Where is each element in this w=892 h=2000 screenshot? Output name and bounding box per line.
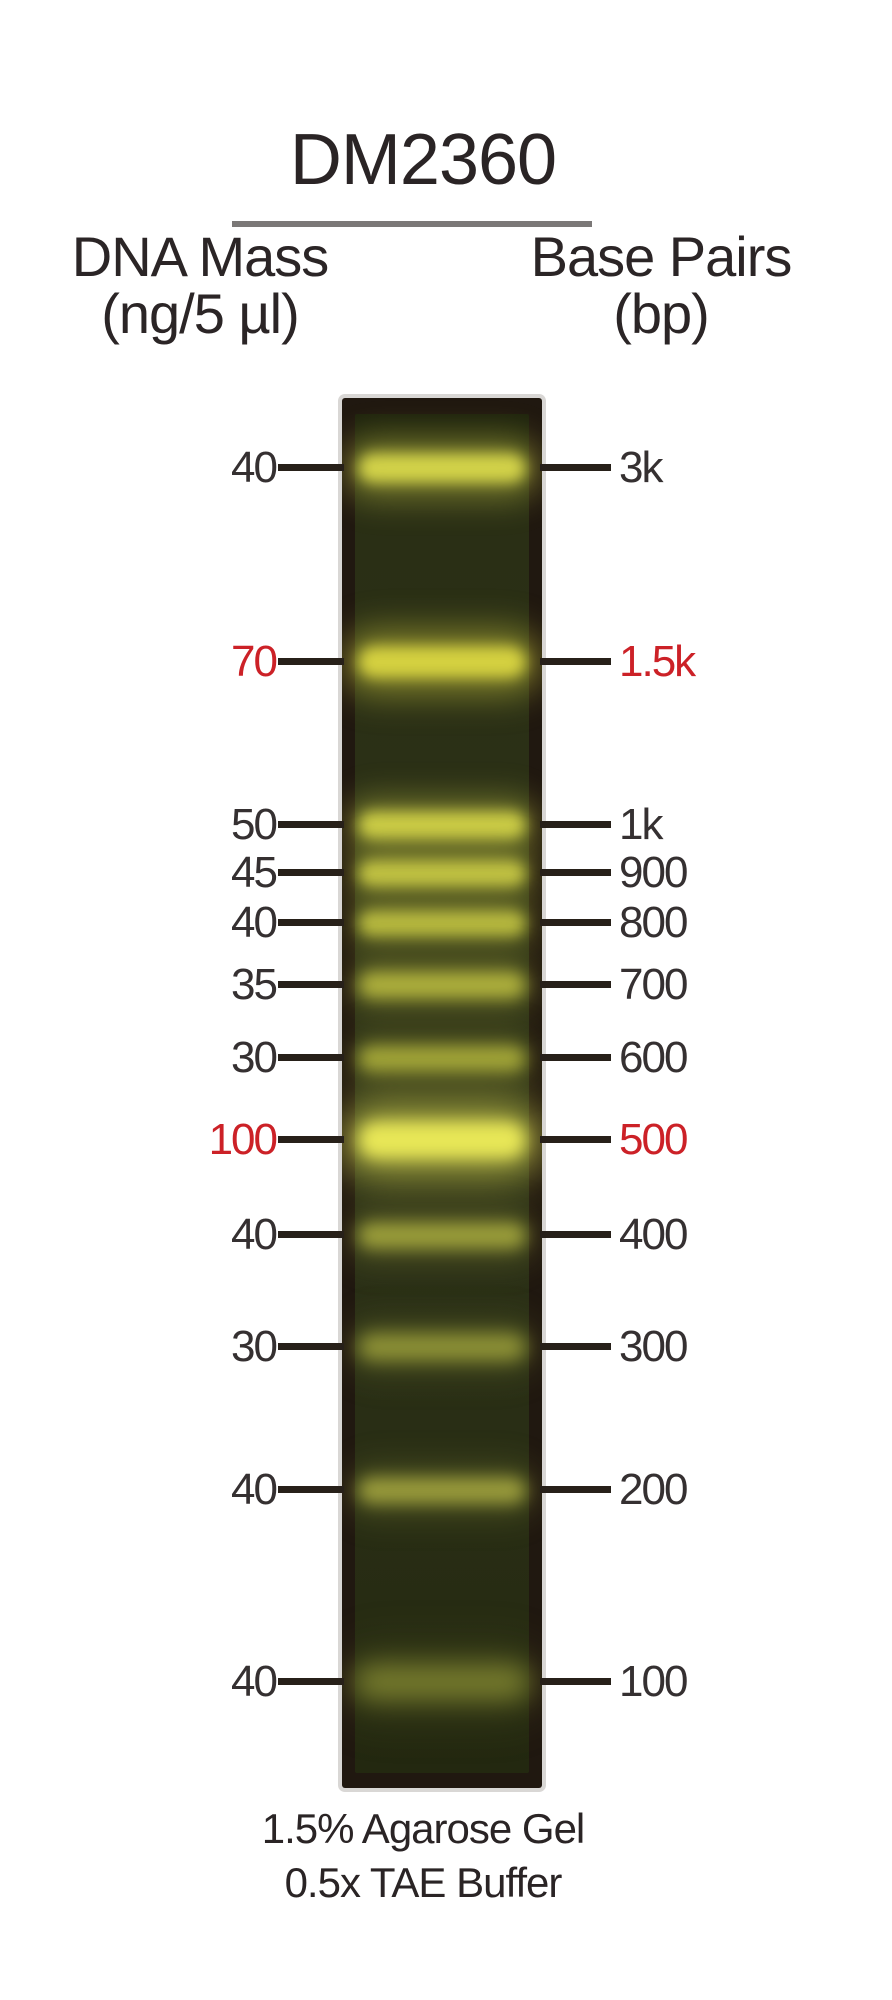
mass-label: 50 <box>231 800 278 849</box>
right-tick <box>540 1136 611 1143</box>
mass-label: 30 <box>231 1033 278 1082</box>
gel-band <box>358 1333 526 1361</box>
right-tick <box>540 919 611 926</box>
gel-band <box>358 859 526 887</box>
left-header-line1: DNA Mass <box>71 225 330 288</box>
gel-lane <box>342 398 542 1788</box>
right-header-line2: (bp) <box>613 282 710 345</box>
right-header-line1: Base Pairs <box>530 225 793 288</box>
right-tick <box>540 1678 611 1685</box>
gel-lane-interior <box>355 414 529 1773</box>
mass-label: 40 <box>231 443 278 492</box>
gel-band <box>358 1476 526 1504</box>
bp-label: 3k <box>619 443 663 492</box>
right-tick <box>540 869 611 876</box>
bp-label: 300 <box>619 1322 688 1371</box>
right-tick <box>540 658 611 665</box>
bp-label: 900 <box>619 848 688 897</box>
mass-label: 40 <box>231 898 278 947</box>
mass-label: 70 <box>231 637 278 686</box>
mass-label: 40 <box>231 1210 278 1259</box>
left-tick <box>278 1136 344 1143</box>
bp-label: 400 <box>619 1210 688 1259</box>
left-tick <box>278 981 344 988</box>
mass-label: 100 <box>208 1115 278 1164</box>
bp-label: 700 <box>619 960 688 1009</box>
right-tick <box>540 981 611 988</box>
right-tick <box>540 1486 611 1493</box>
bp-label: 600 <box>619 1033 688 1082</box>
mass-label: 45 <box>231 848 278 897</box>
left-header-line2: (ng/5 µl) <box>101 282 300 345</box>
bp-label: 800 <box>619 898 688 947</box>
left-tick <box>278 919 344 926</box>
figure-caption: 1.5% Agarose Gel 0.5x TAE Buffer <box>123 1802 723 1910</box>
bp-label: 100 <box>619 1657 688 1706</box>
right-tick <box>540 464 611 471</box>
left-tick <box>278 821 344 828</box>
gel-band <box>358 646 526 678</box>
right-tick <box>540 821 611 828</box>
bp-label: 500 <box>619 1115 688 1164</box>
mass-label: 40 <box>231 1465 278 1514</box>
title-underline <box>232 221 592 227</box>
gel-band <box>358 811 526 839</box>
gel-band <box>354 1664 530 1700</box>
page-title: DM2360 <box>289 120 557 200</box>
gel-band <box>358 971 526 999</box>
gel-band <box>358 1121 526 1159</box>
left-tick <box>278 1486 344 1493</box>
mass-label: 30 <box>231 1322 278 1371</box>
caption-line1: 1.5% Agarose Gel <box>261 1805 586 1852</box>
left-tick <box>278 464 344 471</box>
right-tick <box>540 1343 611 1350</box>
left-tick <box>278 1054 344 1061</box>
left-tick <box>278 869 344 876</box>
mass-label: 35 <box>231 960 278 1009</box>
caption-line2: 0.5x TAE Buffer <box>284 1859 563 1906</box>
left-tick <box>278 658 344 665</box>
left-tick <box>278 1231 344 1238</box>
left-tick <box>278 1678 344 1685</box>
left-tick <box>278 1343 344 1350</box>
bp-label: 200 <box>619 1465 688 1514</box>
right-tick <box>540 1231 611 1238</box>
gel-band <box>358 1221 526 1249</box>
gel-band <box>358 1044 526 1072</box>
gel-band <box>358 453 526 483</box>
bp-label: 1k <box>619 800 663 849</box>
left-column-header: DNA Mass (ng/5 µl) <box>20 228 380 342</box>
right-tick <box>540 1054 611 1061</box>
right-column-header: Base Pairs (bp) <box>481 228 841 342</box>
mass-label: 40 <box>231 1657 278 1706</box>
bp-label: 1.5k <box>619 637 696 686</box>
gel-band <box>358 909 526 937</box>
